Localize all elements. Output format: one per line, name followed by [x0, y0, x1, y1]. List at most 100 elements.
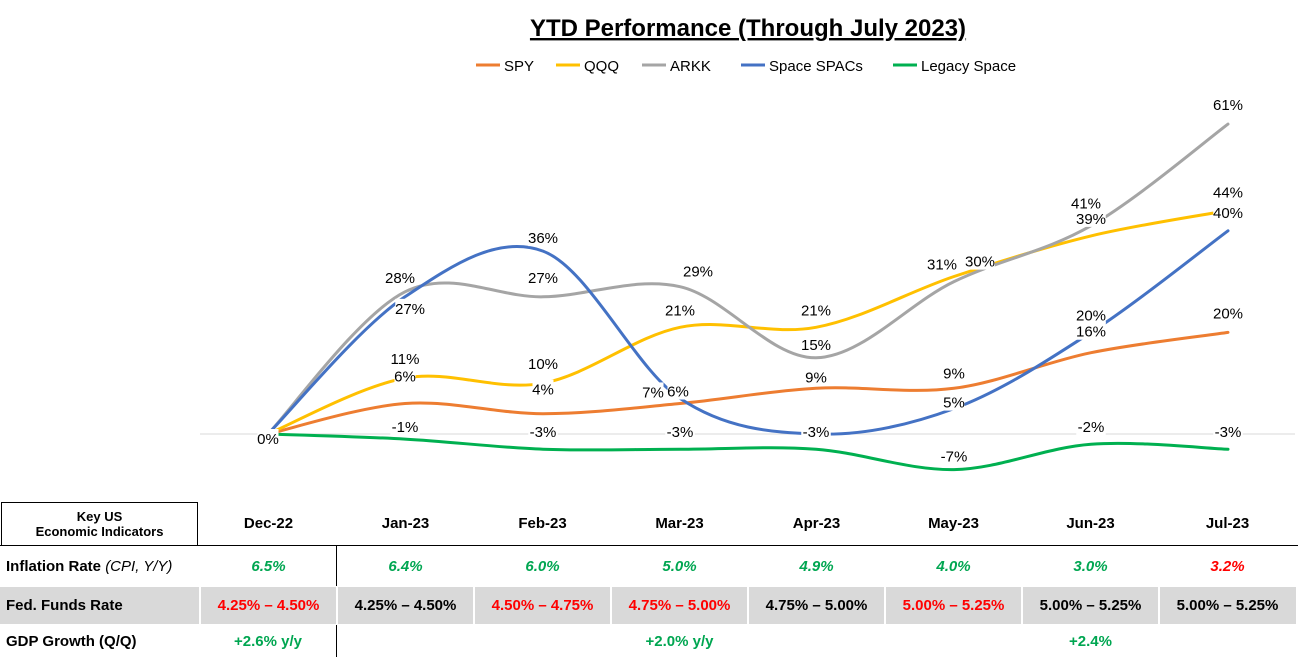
series-line-2: [266, 122, 1230, 436]
data-label: 30%: [965, 254, 995, 271]
month-header: May-23: [928, 514, 979, 532]
data-label: 6%: [667, 384, 689, 401]
data-label-bg: [1213, 303, 1243, 322]
series-line-0: [266, 330, 1230, 436]
fed-funds-value: 5.00% – 5.25%: [1022, 587, 1159, 624]
data-label: 20%: [1213, 305, 1243, 322]
data-label-bg: [528, 354, 558, 373]
data-label-bg: [665, 300, 695, 319]
data-label: 41%: [1071, 196, 1101, 213]
data-label-bg: [1076, 305, 1106, 324]
data-label: -2%: [1078, 419, 1105, 436]
data-label: 7%: [642, 384, 664, 401]
series-line-4: [266, 432, 1230, 472]
legend-entry-3: Space SPACs: [769, 58, 863, 75]
data-label: 15%: [801, 337, 831, 354]
data-label-bg: [965, 251, 995, 270]
series-line-1: [266, 209, 1230, 436]
month-header: Jan-23: [381, 514, 430, 532]
gdp-q1-2023: +2.0% y/y: [645, 633, 714, 650]
data-label-bg: [1076, 208, 1106, 227]
inflation-value: 3.2%: [1210, 557, 1245, 575]
inflation-label: Inflation Rate: [6, 557, 102, 575]
fed-funds-value: 4.75% – 5.00%: [611, 587, 748, 624]
data-label-bg: [667, 381, 689, 400]
data-label-bg: [939, 446, 969, 465]
month-header: Apr-23: [792, 514, 841, 532]
data-label: 27%: [528, 270, 558, 287]
inflation-value: 6.0%: [525, 557, 560, 575]
data-label-bg: [683, 261, 713, 280]
fed-funds-separator: [884, 587, 886, 624]
table-header-label: Key US Economic Indicators: [1, 502, 198, 546]
data-label-bg: [642, 382, 664, 401]
inflation-value: 5.0%: [662, 557, 697, 575]
gdp-q2-2023: +2.4%: [1069, 633, 1112, 650]
fed-funds-row-label: Fed. Funds Rate: [0, 587, 200, 624]
gdp-label: GDP Growth (Q/Q): [6, 633, 137, 650]
data-label-bg: [1071, 193, 1101, 212]
data-label: 16%: [1076, 324, 1106, 341]
month-header: Jun-23: [1066, 514, 1115, 532]
fed-funds-value: 5.00% – 5.25%: [885, 587, 1022, 624]
table-rule: [0, 545, 1298, 546]
legend-entry-1: QQQ: [584, 58, 619, 75]
data-label-bg: [943, 363, 965, 382]
fed-funds-separator: [473, 587, 475, 624]
data-label-bg: [395, 298, 425, 317]
fed-funds-value: 4.75% – 5.00%: [748, 587, 885, 624]
inflation-value: 6.5%: [251, 557, 286, 575]
month-header: Dec-22: [243, 514, 294, 532]
data-label-bg: [385, 267, 415, 286]
data-label: 44%: [1213, 184, 1243, 201]
gdp-row-label: GDP Growth (Q/Q): [0, 626, 200, 657]
inflation-label-suffix: (CPI, Y/Y): [105, 557, 173, 575]
fed-funds-value: 4.50% – 4.75%: [474, 587, 611, 624]
fed-funds-separator: [610, 587, 612, 624]
month-header: Feb-23: [518, 514, 567, 532]
data-label-bg: [801, 334, 831, 353]
data-label-bg: [528, 228, 558, 247]
data-label: -1%: [392, 419, 419, 436]
data-label: 36%: [528, 230, 558, 247]
data-label: -3%: [803, 424, 830, 441]
data-label-bg: [390, 349, 420, 368]
header-label-line2: Economic Indicators: [35, 524, 164, 539]
data-label-bg: [528, 422, 558, 441]
data-label: 6%: [394, 369, 416, 386]
data-label-bg: [1213, 95, 1243, 114]
gdp-q4-2022: +2.6% y/y: [234, 633, 302, 650]
data-label: 9%: [943, 365, 965, 382]
data-label-bg: [1213, 422, 1243, 441]
chart-title: YTD Performance (Through July 2023): [530, 15, 966, 42]
fed-funds-separator: [336, 587, 338, 624]
data-label-bg: [1076, 417, 1106, 436]
data-label-bg: [528, 267, 558, 286]
data-label: 21%: [665, 302, 695, 319]
data-label: -7%: [941, 449, 968, 466]
data-label-bg: [927, 254, 957, 273]
fed-funds-label: Fed. Funds Rate: [6, 597, 123, 614]
legend-entry-4: Legacy Space: [921, 58, 1016, 75]
data-label: -3%: [1215, 424, 1242, 441]
data-label: 4%: [532, 382, 554, 399]
data-label: -3%: [530, 424, 557, 441]
table-divider: [336, 625, 337, 657]
month-header: Jul-23: [1205, 514, 1250, 532]
chart-legend: SPY QQQ ARKK Space SPACs Legacy Space: [476, 58, 1016, 75]
data-label-bg: [1076, 321, 1106, 340]
data-label: 40%: [1213, 205, 1243, 222]
inflation-value: 6.4%: [388, 557, 423, 575]
fed-funds-separator: [1158, 587, 1160, 624]
data-label: 10%: [528, 356, 558, 373]
inflation-value: 3.0%: [1073, 557, 1108, 575]
fed-funds-value: 5.00% – 5.25%: [1159, 587, 1296, 624]
data-label-bg: [1213, 202, 1243, 221]
data-label-bg: [665, 422, 695, 441]
data-label: 11%: [391, 351, 420, 368]
data-label-bg: [1213, 182, 1243, 201]
fed-funds-separator: [199, 587, 201, 624]
data-label: 20%: [1076, 307, 1106, 324]
data-label: 0%: [257, 431, 279, 448]
table-divider: [336, 546, 337, 586]
